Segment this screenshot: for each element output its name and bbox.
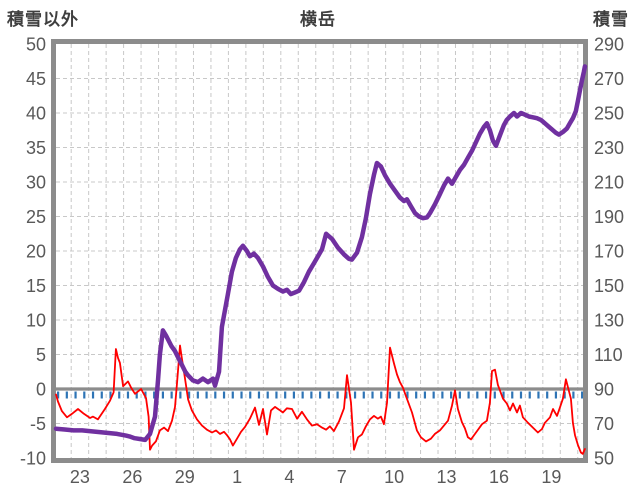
right-axis-tick-label: 230 (594, 138, 624, 158)
right-axis-tick-label: 110 (594, 345, 623, 365)
left-axis-tick-label: 10 (26, 311, 46, 331)
x-axis-tick-label: 7 (337, 467, 347, 487)
other-than-snow-line (55, 344, 586, 455)
x-axis-tick-label: 23 (70, 467, 90, 487)
right-axis-tick-label: 50 (594, 449, 614, 469)
x-axis-tick-label: 26 (122, 467, 142, 487)
left-axis-tick-label: -10 (20, 449, 46, 469)
right-axis-tick-label: 290 (594, 35, 624, 55)
x-axis-tick-label: 29 (175, 467, 195, 487)
left-axis-tick-label: 30 (26, 173, 46, 193)
left-axis-tick-label: 5 (36, 345, 46, 365)
right-axis-tick-label: 70 (594, 414, 614, 434)
snow-depth-line (53, 64, 588, 443)
right-axis-tick-label: 90 (594, 380, 614, 400)
x-axis-tick-label: 13 (437, 467, 457, 487)
right-axis-tick-label: 210 (594, 173, 624, 193)
left-axis-tick-label: 35 (26, 138, 46, 158)
left-axis-tick-label: 15 (26, 276, 46, 296)
right-axis-tick-label: 270 (594, 69, 624, 89)
x-axis-tick-label: 4 (284, 467, 294, 487)
right-axis-tick-label: 190 (594, 207, 624, 227)
left-axis-tick-label: 40 (26, 104, 46, 124)
left-axis-tick-label: 20 (26, 242, 46, 262)
chart-title: 横岳 (300, 10, 336, 29)
left-axis-tick-label: 0 (36, 380, 46, 400)
x-axis-tick-label: 1 (232, 467, 242, 487)
left-axis-tick-label: 45 (26, 69, 46, 89)
left-axis-title: 積雪以外 (7, 10, 79, 29)
right-axis-tick-label: 150 (594, 276, 624, 296)
right-axis-title: 積雪 (593, 10, 629, 29)
left-axis-tick-label: -5 (30, 414, 46, 434)
plot-border (51, 39, 588, 463)
right-axis-tick-label: 250 (594, 104, 624, 124)
right-axis-tick-label: 130 (594, 311, 624, 331)
x-axis-tick-label: 10 (384, 467, 404, 487)
x-axis-tick-label: 19 (541, 467, 561, 487)
right-axis-tick-label: 170 (594, 242, 624, 262)
left-axis-tick-label: 50 (26, 35, 46, 55)
left-axis-tick-label: 25 (26, 207, 46, 227)
x-axis-tick-label: 16 (489, 467, 509, 487)
